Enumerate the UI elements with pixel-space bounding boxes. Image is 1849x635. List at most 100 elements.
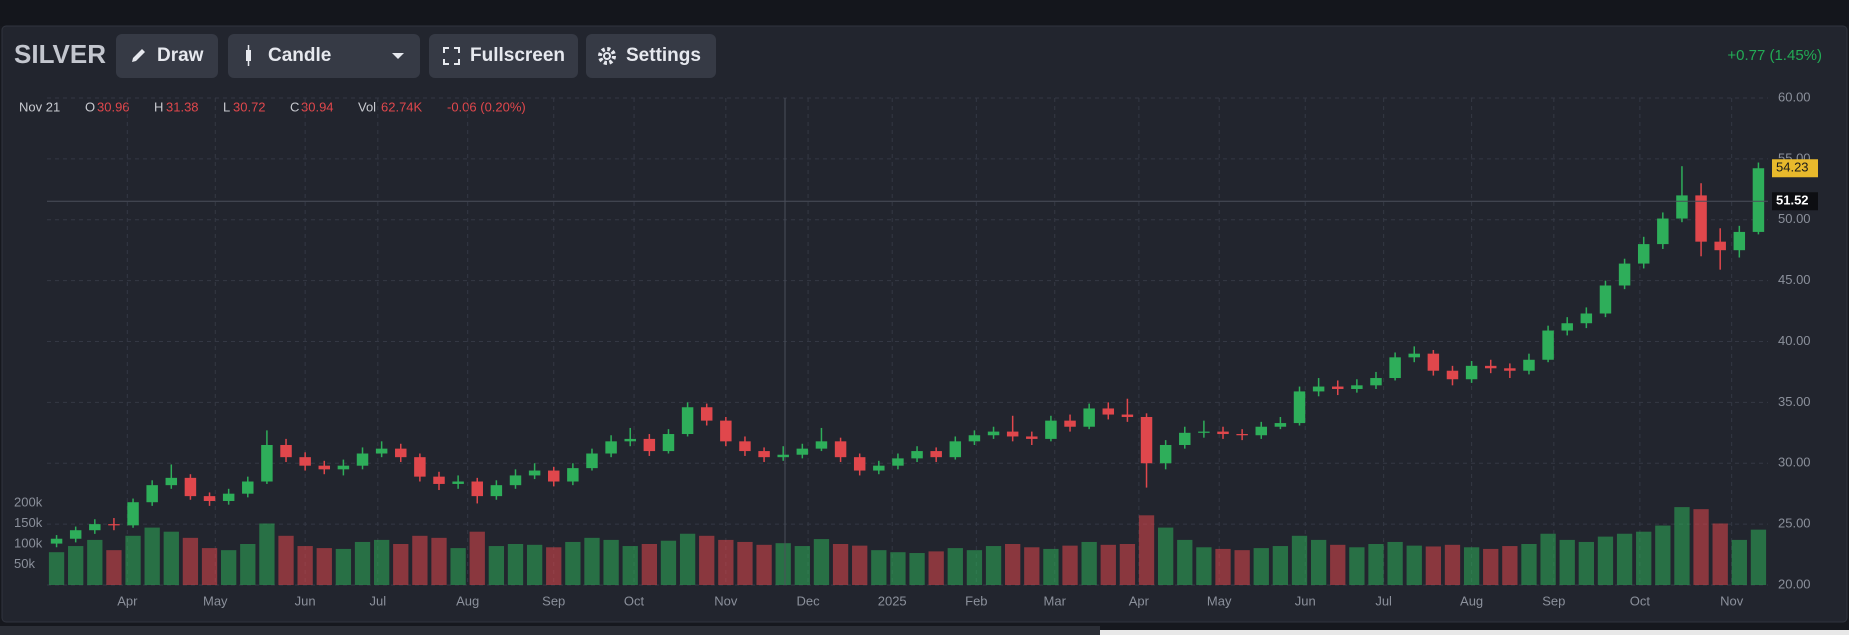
- button-label[interactable]: Settings: [626, 45, 701, 66]
- button-bg[interactable]: [228, 34, 420, 78]
- volume-bar: [1234, 550, 1250, 585]
- volume-bar: [1616, 533, 1633, 585]
- y-tick-label: 30.00: [1778, 455, 1811, 470]
- y-tick-label: 20.00: [1778, 576, 1811, 591]
- volume-bar: [1100, 544, 1116, 585]
- candle-body: [452, 481, 464, 484]
- candle-button[interactable]: Candle: [228, 34, 420, 78]
- volume-bar: [718, 539, 734, 585]
- candle-body: [69, 530, 82, 539]
- top-strip: [0, 0, 1849, 26]
- candle-body: [1179, 432, 1191, 445]
- volume-bar: [182, 537, 199, 585]
- button-bg[interactable]: [586, 34, 716, 78]
- volume-bar: [1693, 509, 1709, 585]
- x-tick-label: Jun: [295, 593, 316, 608]
- volume-bar: [259, 523, 275, 585]
- ohlc-legend: Nov 21 O 30.96 H 31.38 L 30.72 C 30.94 V…: [19, 99, 526, 114]
- volume-bar: [1119, 544, 1136, 585]
- volume-bar: [1196, 547, 1212, 585]
- volume-bar: [1177, 539, 1193, 585]
- button-bg[interactable]: [116, 34, 218, 78]
- volume-bar: [144, 527, 160, 585]
- candle-body: [1637, 244, 1650, 264]
- button-label[interactable]: Draw: [157, 45, 204, 66]
- button-label[interactable]: Candle: [268, 45, 331, 66]
- candle-body: [930, 451, 942, 458]
- volume-bar: [985, 546, 1002, 585]
- candle-body: [1255, 426, 1267, 436]
- legend-label: L: [223, 99, 230, 114]
- volume-layer: [48, 507, 1767, 585]
- volume-bar: [1330, 544, 1346, 585]
- candle-body: [681, 407, 694, 435]
- volume-bar: [1349, 547, 1365, 585]
- candle-body: [1752, 168, 1765, 232]
- volume-bar: [1253, 548, 1269, 585]
- candle-body: [873, 465, 885, 471]
- volume-bar: [1387, 541, 1403, 585]
- candle-body: [1312, 386, 1325, 392]
- volume-bar: [947, 548, 963, 585]
- candle-body: [1236, 434, 1248, 436]
- volume-bar: [106, 550, 122, 585]
- button-label[interactable]: Fullscreen: [470, 45, 565, 66]
- volume-bar: [1674, 507, 1690, 585]
- candle-body: [1045, 420, 1057, 439]
- candle-layer: [47, 162, 1768, 548]
- candle-body: [528, 470, 541, 476]
- candle-body: [968, 435, 981, 442]
- volume-bar: [1368, 544, 1384, 585]
- dropdown-arrow: [392, 53, 404, 59]
- x-tick-label: Oct: [624, 593, 645, 608]
- gear-icon: [598, 47, 616, 65]
- volume-bar: [1425, 546, 1442, 585]
- x-tick-label: Sep: [1542, 593, 1565, 608]
- draw-button[interactable]: Draw: [116, 34, 218, 78]
- candle-body: [700, 407, 713, 421]
- button-bg[interactable]: [429, 34, 578, 78]
- candle-body: [395, 448, 407, 458]
- volume-bar: [201, 548, 218, 585]
- legend-value: 62.74K: [381, 99, 423, 114]
- x-tick-label: Nov: [1720, 593, 1744, 608]
- volume-tick-label: 50k: [14, 556, 35, 571]
- volume-bar: [1024, 547, 1040, 585]
- volume-bar: [1291, 535, 1308, 585]
- x-tick-label: May: [203, 593, 228, 608]
- candle-body: [1446, 370, 1459, 380]
- grid: [47, 97, 1768, 586]
- candle-body: [165, 477, 178, 486]
- x-tick-label: Oct: [1630, 593, 1651, 608]
- candle-body: [1408, 353, 1420, 358]
- volume-bar: [1559, 539, 1575, 585]
- candle-body: [1006, 431, 1019, 437]
- candle-body: [758, 451, 770, 458]
- last-price-badge: [1772, 159, 1818, 178]
- volume-bar: [278, 535, 294, 585]
- volume-bar: [1005, 544, 1021, 585]
- candle-body: [548, 470, 560, 482]
- volume-bar: [240, 544, 256, 585]
- legend-value: 30.72: [233, 99, 266, 114]
- candle-body: [1676, 195, 1688, 219]
- settings-button[interactable]: Settings: [586, 34, 716, 78]
- volume-bar: [1310, 539, 1327, 585]
- pen-icon: [132, 49, 145, 62]
- label-layer: 20.0025.0030.0035.0040.0045.0050.0055.00…: [14, 89, 1818, 608]
- volume-bar: [1750, 529, 1767, 585]
- volume-bar: [1502, 546, 1518, 585]
- volume-bar: [68, 546, 84, 585]
- volume-bar: [48, 552, 65, 585]
- volume-bar: [928, 551, 944, 585]
- volume-bar: [507, 544, 524, 585]
- volume-bar: [335, 548, 352, 585]
- x-tick-label: May: [1207, 593, 1232, 608]
- x-tick-label: 2025: [878, 593, 907, 608]
- fullscreen-button[interactable]: Fullscreen: [429, 34, 578, 78]
- volume-bar: [125, 535, 141, 585]
- candle-body: [337, 465, 350, 470]
- gear-icon-hole: [605, 54, 609, 58]
- volume-bar: [813, 539, 830, 585]
- volume-bar: [890, 552, 906, 585]
